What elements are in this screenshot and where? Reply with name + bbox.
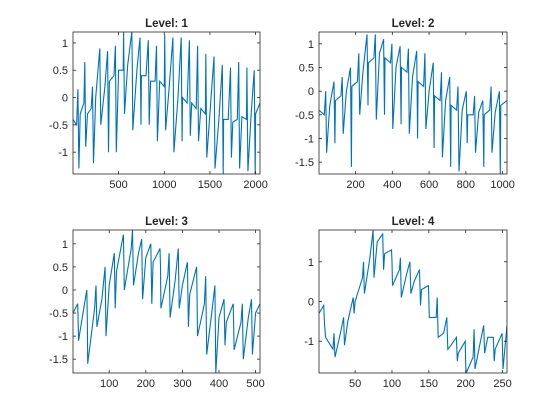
y-tick-label: 1 bbox=[62, 239, 68, 251]
series-line bbox=[73, 230, 260, 373]
plot-area: 100 200 300 400 500 -1.5 -1 -0.5 0 0.5 1 bbox=[49, 229, 265, 390]
x-tick-label: 200 bbox=[137, 378, 155, 390]
y-tick-label: 1 bbox=[308, 39, 314, 51]
y-tick-label: -1 bbox=[58, 147, 68, 159]
axes-box bbox=[72, 229, 261, 374]
x-tick-label: 800 bbox=[457, 179, 475, 191]
subplot-3: Level: 3 100 200 300 400 500 -1.5 -1 -0.5 0 0.5 1 bbox=[49, 216, 265, 390]
subplot-4: Level: 4 50 100 150 200 250 -1 0 1 bbox=[304, 216, 512, 390]
y-tick-label: 0.5 bbox=[53, 262, 68, 274]
series-line bbox=[319, 34, 507, 174]
subplot-title: Level: 1 bbox=[145, 18, 188, 30]
y-tick-label: 0.5 bbox=[53, 65, 68, 77]
plot-area: 50 100 150 200 250 -1 0 1 bbox=[304, 229, 512, 390]
series-line bbox=[319, 230, 507, 373]
x-tick-label: 100 bbox=[383, 378, 401, 390]
x-tick-label: 100 bbox=[100, 378, 118, 390]
x-tick-label: 500 bbox=[246, 378, 264, 390]
plot-area: 200 400 600 800 1000 -1.5 -1 -0.5 0 0.5 1 bbox=[295, 31, 515, 191]
y-tick-label: -1 bbox=[304, 336, 314, 348]
x-tick-label: 400 bbox=[383, 179, 401, 191]
x-tick-label: 250 bbox=[493, 378, 511, 390]
plot-area: 500 1000 1500 2000 -1 -0.5 0 0.5 1 bbox=[49, 31, 268, 191]
y-tick-label: 0 bbox=[62, 285, 68, 297]
axes-box bbox=[318, 31, 508, 175]
y-tick-label: -0.5 bbox=[49, 308, 68, 320]
series-line bbox=[73, 32, 260, 174]
x-tick-label: 200 bbox=[346, 179, 364, 191]
x-tick-label: 1500 bbox=[198, 179, 222, 191]
subplot-title: Level: 2 bbox=[392, 18, 435, 30]
subplot-2: Level: 2 200 400 600 800 1000 -1.5 -1 -0.5 0 0.5 1 bbox=[295, 18, 515, 191]
y-tick-label: 0.5 bbox=[299, 63, 314, 75]
x-tick-label: 600 bbox=[420, 179, 438, 191]
y-tick-label: 1 bbox=[308, 257, 314, 269]
x-tick-label: 300 bbox=[173, 378, 191, 390]
y-tick-label: 0 bbox=[62, 93, 68, 105]
subplot-title: Level: 3 bbox=[145, 216, 188, 228]
y-tick-label: -0.5 bbox=[295, 110, 314, 122]
subplot-title: Level: 4 bbox=[392, 216, 435, 228]
y-tick-label: 1 bbox=[62, 38, 68, 50]
x-tick-label: 400 bbox=[210, 378, 228, 390]
x-tick-label: 50 bbox=[349, 378, 361, 390]
x-tick-label: 1000 bbox=[152, 179, 176, 191]
y-tick-label: 0 bbox=[308, 86, 314, 98]
y-tick-label: -1.5 bbox=[49, 354, 68, 366]
y-tick-label: -1 bbox=[58, 331, 68, 343]
subplot-1: Level: 1 500 1000 1500 2000 -1 -0.5 0 0.5 1 bbox=[49, 18, 268, 191]
x-tick-label: 2000 bbox=[243, 179, 267, 191]
y-tick-label: -1 bbox=[304, 134, 314, 146]
y-tick-label: -1.5 bbox=[295, 157, 314, 169]
y-tick-label: 0 bbox=[308, 297, 314, 309]
y-tick-label: -0.5 bbox=[49, 120, 68, 132]
axes-box bbox=[72, 31, 261, 175]
x-tick-label: 500 bbox=[109, 179, 127, 191]
x-tick-label: 200 bbox=[457, 378, 475, 390]
x-tick-label: 150 bbox=[420, 378, 438, 390]
x-tick-label: 1000 bbox=[490, 179, 514, 191]
